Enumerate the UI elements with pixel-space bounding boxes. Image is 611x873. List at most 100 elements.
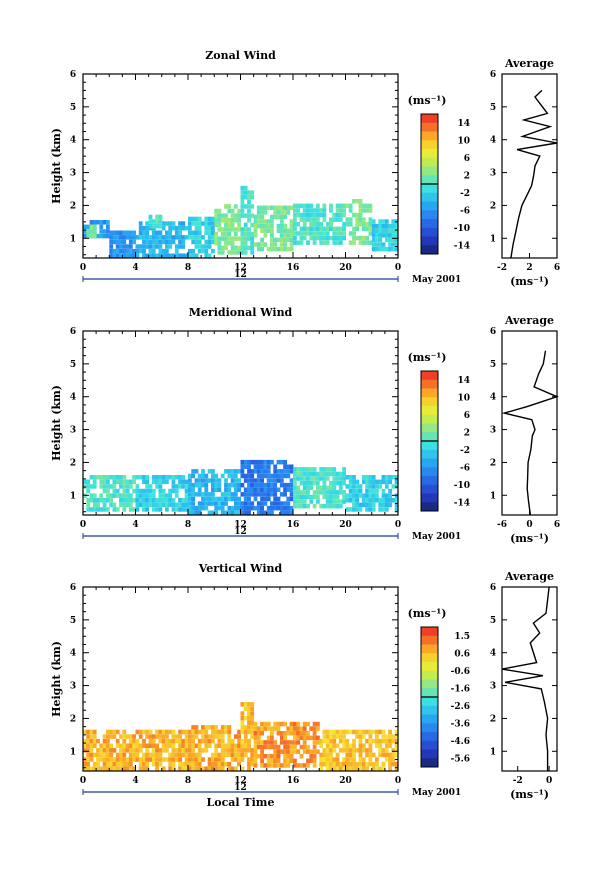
heatmap-cell [151, 748, 156, 753]
heatmap-cell [224, 492, 228, 497]
heatmap-cell [220, 738, 225, 744]
heatmap-cell [155, 743, 159, 748]
heatmap-cell [348, 475, 353, 480]
heatmap-cell [178, 475, 182, 480]
heatmap-cell [165, 235, 169, 240]
heatmap-cell [322, 748, 327, 753]
heatmap-cell [171, 253, 176, 258]
heatmap-cell [184, 484, 189, 489]
heatmap-cell [283, 473, 287, 479]
heatmap-cell [375, 493, 379, 498]
heatmap-cell [178, 743, 182, 748]
heatmap-cell [181, 479, 186, 485]
heatmap-cell [289, 505, 294, 511]
heatmap-cell [142, 752, 146, 758]
heatmap-cell [322, 240, 327, 245]
heatmap-cell [106, 738, 110, 744]
heatmap-cell [273, 505, 278, 511]
heatmap-cell [368, 488, 373, 494]
heatmap-cell [151, 253, 156, 258]
heatmap-cell [243, 464, 248, 469]
heatmap-cell [388, 475, 392, 480]
heatmap-cell [371, 475, 376, 480]
average-y-tick-label: 4 [490, 136, 496, 146]
heatmap-cell [142, 235, 146, 240]
heatmap-cell [174, 484, 179, 489]
heatmap-cell [276, 214, 281, 220]
heatmap-cell [302, 467, 307, 472]
heatmap-cell [214, 505, 219, 511]
heatmap-cell [384, 233, 389, 238]
heatmap-cell [296, 476, 301, 481]
heatmap-cell [125, 498, 130, 503]
heatmap-cell [358, 729, 363, 735]
heatmap-cell [243, 743, 248, 748]
heatmap-cell [92, 229, 97, 234]
heatmap-cell [279, 501, 284, 506]
heatmap-cell [263, 754, 268, 759]
heatmap-cell [381, 766, 386, 771]
heatmap-cell [345, 475, 350, 480]
heatmap-cell [188, 757, 192, 762]
heatmap-cell [132, 253, 136, 258]
heatmap-cell [384, 738, 389, 744]
heatmap-cell [115, 761, 120, 767]
heatmap-cell [247, 204, 251, 209]
heatmap-cell [237, 487, 241, 492]
heatmap-cell [89, 748, 94, 753]
heatmap-cell [132, 507, 136, 512]
heatmap-cell [207, 469, 212, 474]
heatmap-cell [283, 214, 287, 220]
heatmap-cell [197, 510, 202, 515]
heatmap-cell [319, 766, 324, 771]
heatmap-cell [355, 212, 360, 218]
heatmap-cell [355, 748, 360, 753]
heatmap-cell [197, 478, 202, 483]
heatmap-cell [184, 761, 189, 767]
heatmap-cell [335, 766, 340, 771]
heatmap-cell [358, 484, 363, 489]
heatmap-cell [378, 748, 383, 753]
heatmap-cell [253, 731, 258, 736]
heatmap-cell [171, 757, 176, 762]
heatmap-cell [191, 505, 196, 511]
month-label: May 2001 [412, 532, 461, 542]
heatmap-cell [243, 734, 248, 739]
heatmap-cell [345, 498, 350, 503]
heatmap-cell [207, 230, 212, 235]
heatmap-cell [204, 473, 209, 479]
heatmap-cell [188, 248, 192, 254]
heatmap-cell [148, 223, 153, 229]
heatmap-cell [240, 199, 245, 205]
average-y-tick-label: 2 [490, 201, 496, 211]
colorbar-label: 0.6 [454, 649, 470, 659]
heatmap-cell [109, 244, 114, 249]
heatmap-cell [171, 502, 176, 508]
heatmap-cell [197, 752, 202, 758]
heatmap-cell [322, 738, 327, 744]
heatmap-cell [365, 493, 369, 498]
heatmap-cell [237, 250, 241, 255]
heatmap-cell [168, 766, 173, 771]
heatmap-cell [109, 729, 114, 735]
colorbar-swatch [421, 184, 438, 194]
heatmap-cell [302, 217, 307, 222]
heatmap-cell [158, 502, 163, 508]
heatmap-cell [247, 459, 251, 465]
heatmap-cell [227, 492, 232, 497]
heatmap-cell [279, 492, 284, 497]
heatmap-cell [273, 210, 278, 215]
heatmap-cell [260, 237, 264, 243]
heatmap-cell [338, 748, 343, 753]
heatmap-cell [286, 505, 291, 511]
heatmap-cell [302, 763, 307, 768]
heatmap-cell [299, 471, 304, 477]
heatmap-cell [283, 735, 287, 741]
heatmap-cell [106, 498, 110, 503]
heatmap-cell [332, 212, 337, 218]
heatmap-cell [243, 492, 248, 497]
heatmap-cell [319, 503, 324, 509]
heatmap-cell [197, 492, 202, 497]
heatmap-cell [338, 212, 343, 218]
heatmap-cell [233, 487, 238, 492]
